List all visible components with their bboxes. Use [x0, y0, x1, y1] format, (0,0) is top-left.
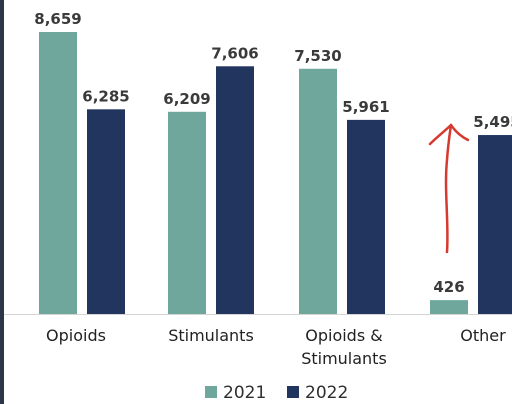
bar-2021-3	[430, 300, 468, 314]
bar-2022-1	[216, 66, 254, 314]
value-label-2021-1: 6,209	[163, 90, 210, 108]
value-label-2021-2: 7,530	[294, 47, 341, 65]
legend-swatch-2022	[287, 386, 299, 398]
bar-2022-3	[478, 135, 512, 314]
value-label-2022-1: 7,606	[211, 44, 258, 62]
legend-swatch-2021	[205, 386, 217, 398]
bar-2021-0	[39, 32, 77, 314]
category-label-2-line-1: Stimulants	[301, 349, 387, 368]
category-label-2-line-0: Opioids &	[305, 326, 382, 345]
category-label-0: Opioids	[46, 326, 106, 345]
bar-2021-2	[299, 68, 337, 314]
value-label-2022-2: 5,961	[342, 98, 389, 116]
frame-left-border	[0, 0, 4, 404]
bar-2021-1	[168, 111, 206, 314]
arrow-annotation-shaft	[444, 123, 453, 254]
category-label-3: Other	[460, 326, 506, 345]
bar-2022-0	[87, 109, 125, 315]
arrow-annotation-head	[428, 123, 470, 146]
value-label-2022-0: 6,285	[82, 87, 129, 105]
legend-label-2021: 2021	[223, 383, 266, 403]
bar-2022-2	[347, 119, 385, 314]
category-label-1: Stimulants	[168, 326, 254, 345]
legend-label-2022: 2022	[305, 383, 348, 403]
value-label-2021-0: 8,659	[34, 10, 81, 28]
value-label-2022-3: 5,495	[473, 113, 512, 131]
value-label-2021-3: 426	[433, 278, 464, 296]
